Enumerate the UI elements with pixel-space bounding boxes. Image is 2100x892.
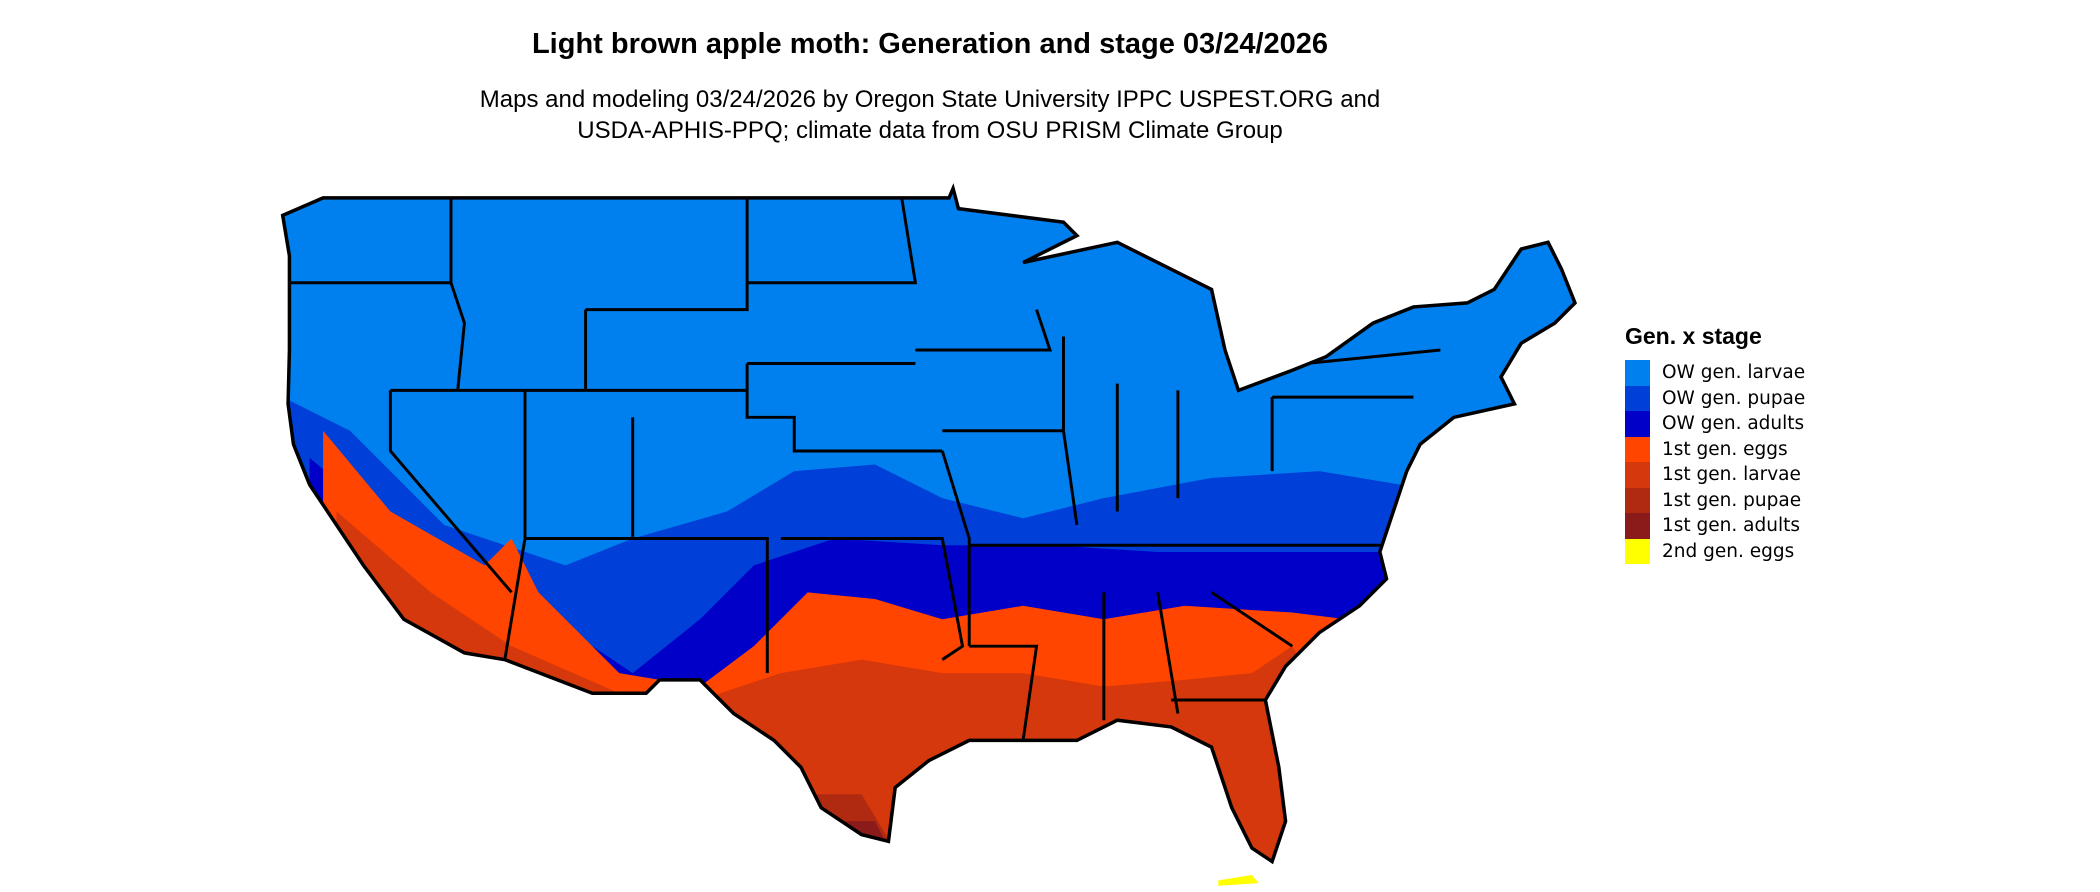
legend-swatch: [1625, 411, 1650, 437]
legend-item: OW gen. larvae: [1625, 360, 1805, 386]
legend-label: OW gen. pupae: [1662, 387, 1806, 409]
legend-label: 2nd gen. eggs: [1662, 540, 1795, 562]
legend-item: 1st gen. adults: [1625, 513, 1805, 539]
legend: Gen. x stage OW gen. larvae OW gen. pupae…: [1625, 323, 1805, 564]
legend-swatch: [1625, 462, 1650, 488]
legend-swatch: [1625, 385, 1650, 411]
legend-label: 1st gen. adults: [1662, 515, 1800, 537]
legend-title: Gen. x stage: [1625, 323, 1762, 349]
legend-item: 2nd gen. eggs: [1625, 538, 1805, 564]
legend-item: OW gen. adults: [1625, 411, 1805, 437]
legend-swatch: [1625, 436, 1650, 462]
legend-label: 1st gen. eggs: [1662, 438, 1788, 460]
map-title: Light brown apple moth: Generation and s…: [531, 28, 1329, 60]
legend-swatch: [1625, 538, 1650, 564]
legend-swatch: [1625, 360, 1650, 386]
legend-item: 1st gen. eggs: [1625, 436, 1805, 462]
legend-label: OW gen. adults: [1662, 413, 1805, 435]
legend-label: 1st gen. larvae: [1662, 464, 1801, 486]
subtitle-line-1: Maps and modeling 03/24/2026 by Oregon S…: [479, 86, 1381, 113]
legend-item: OW gen. pupae: [1625, 385, 1806, 411]
legend-item: 1st gen. pupae: [1625, 487, 1805, 513]
state-boundaries: [289, 199, 1441, 741]
legend-swatch: [1625, 513, 1650, 539]
legend-label: 1st gen. pupae: [1662, 489, 1802, 511]
region-2nd-eggs: [1218, 875, 1259, 886]
legend-swatch: [1625, 487, 1650, 513]
legend-label: OW gen. larvae: [1662, 362, 1806, 384]
legend-item: 1st gen. larvae: [1625, 462, 1805, 488]
map-subtitle: Maps and modeling 03/24/2026 by Oregon S…: [0, 84, 1860, 146]
subtitle-line-2: USDA-APHIS-PPQ; climate data from OSU PR…: [577, 117, 1283, 144]
